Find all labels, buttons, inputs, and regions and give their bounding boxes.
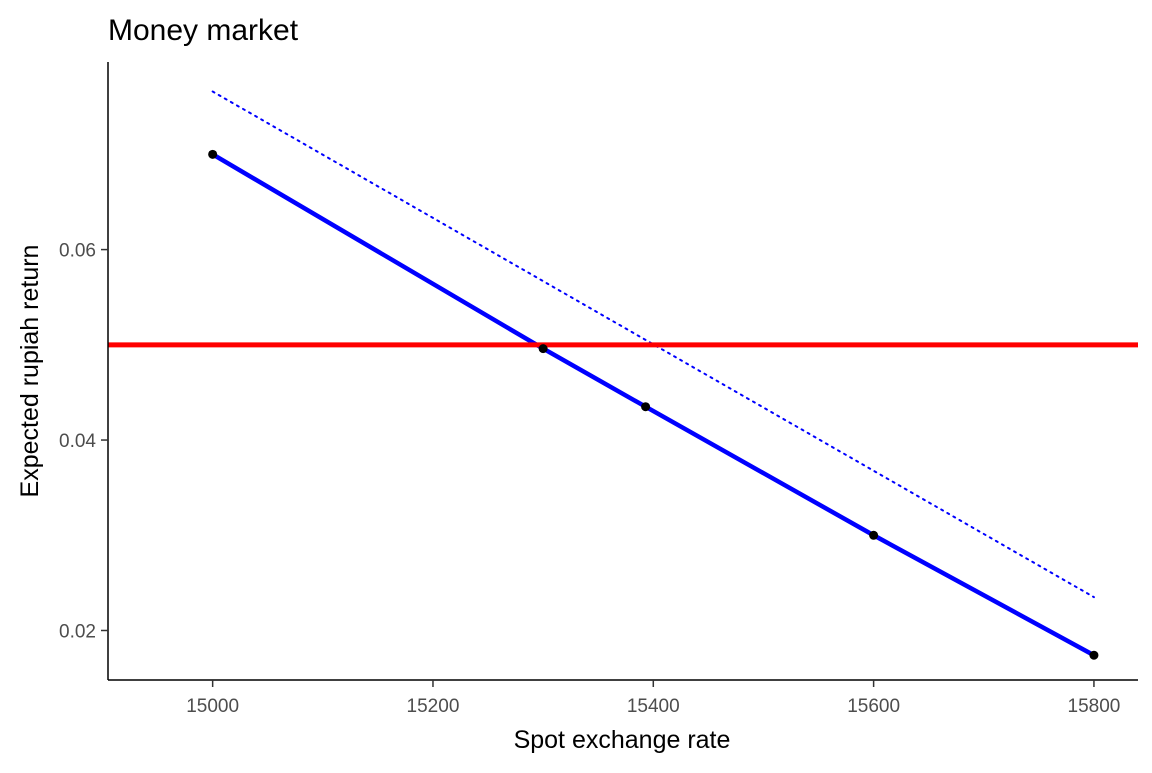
x-tick-label: 15600 [847, 696, 900, 717]
y-axis-title: Expected rupiah return [16, 245, 44, 498]
dotted-series-line [211, 90, 1095, 599]
x-tick-label: 15000 [186, 696, 239, 717]
y-tick-label: 0.04 [59, 431, 96, 452]
x-axis-title: Spot exchange rate [514, 726, 731, 754]
y-tick-label: 0.06 [59, 241, 96, 262]
data-point [641, 402, 651, 412]
data-point [1089, 650, 1099, 660]
data-point [869, 530, 879, 540]
x-tick-label: 15200 [407, 696, 460, 717]
x-tick-label: 15400 [627, 696, 680, 717]
data-point [538, 344, 548, 354]
plot-area: 15000 15200 15400 15600 15800 0.02 0.04 0.06 [59, 62, 1138, 717]
x-tick-label: 15800 [1068, 696, 1121, 717]
chart-title: Money market [108, 14, 299, 47]
y-tick-label: 0.02 [59, 621, 96, 642]
data-point [208, 149, 218, 159]
solid-series-line [210, 152, 1097, 658]
